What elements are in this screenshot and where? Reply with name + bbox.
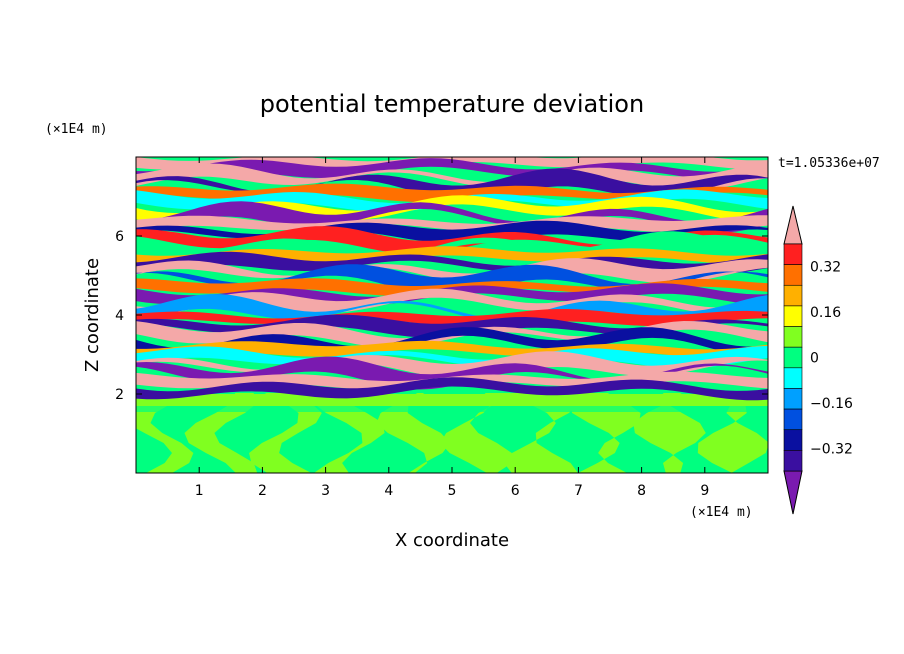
stratified-band [136,340,768,359]
stratified-band [136,258,768,284]
eddy [249,393,322,473]
y-unit-label: (×1E4 m) [45,122,108,137]
stratified-band [136,351,768,379]
y-axis-label: Z coordinate [82,258,103,372]
eddy [568,393,641,473]
x-tick-label: 8 [637,483,646,499]
plot-area [136,157,768,473]
layer-top-edge [136,406,768,412]
eddy [376,393,450,473]
colorbar-swatch [783,243,803,265]
stratified-band [136,163,768,191]
colorbar-swatch [783,450,803,472]
x-unit-label: (×1E4 m) [690,505,753,520]
time-label: t=1.05336e+07 [778,156,880,171]
colorbar-lower-arrow [783,470,803,515]
colorbar-swatch [783,326,803,348]
stratified-band [136,158,768,181]
colorbar-upper-arrow [783,205,803,245]
stratified-band [136,327,768,358]
stratified-band [136,215,768,233]
x-tick-label: 7 [574,483,583,499]
x-tick-label: 3 [321,483,330,499]
y-tick-label: 6 [115,229,124,245]
colorbar-swatch [783,367,803,389]
stratified-band [136,377,768,401]
colorbar-tick-label: 0 [810,351,819,367]
eddy [313,393,385,473]
colorbar: 0.32 0.16 0 −0.16 −0.32 [783,205,853,515]
colorbar-swatch [783,346,803,369]
colorbar-tick-label: 0.16 [810,305,841,321]
y-axis: 2 4 6 [115,229,768,403]
lower-layer [136,393,768,473]
stratified-band [136,157,768,171]
eddy [184,393,258,473]
stratified-band [136,168,768,200]
layer-top [136,394,768,406]
chart-title: potential temperature deviation [260,90,644,118]
stratified-band [136,183,768,203]
x-tick-label: 1 [195,483,204,499]
colorbar-tick-label: −0.32 [810,441,853,457]
eddy [136,393,194,473]
colorbar-swatch [783,429,803,451]
colorbar-tick-label: 0.32 [810,260,841,276]
colorbar-tick-label: −0.16 [810,396,853,412]
eddy [633,393,706,473]
stratified-band [136,288,768,317]
colorbar-swatch [783,284,803,307]
x-tick-label: 2 [258,483,267,499]
stratified-band [136,251,768,275]
stratified-bands [136,157,768,401]
x-tick-label: 4 [384,483,393,499]
eddy [440,393,512,473]
y-tick-label: 4 [115,308,124,324]
stratified-band [136,220,768,244]
eddy [504,393,578,473]
x-tick-label: 9 [700,483,709,499]
x-tick-label: 5 [448,483,457,499]
colorbar-swatch [783,264,803,286]
eddy [697,393,768,473]
colorbar-swatch [783,408,803,431]
y-tick-label: 2 [115,387,124,403]
stratified-band [136,195,768,223]
colorbar-swatch [783,305,803,327]
x-tick-label: 6 [511,483,520,499]
x-axis-label: X coordinate [395,530,509,551]
x-axis: 1 2 3 4 5 6 7 8 9 [195,157,709,499]
colorbar-swatch [783,388,803,410]
